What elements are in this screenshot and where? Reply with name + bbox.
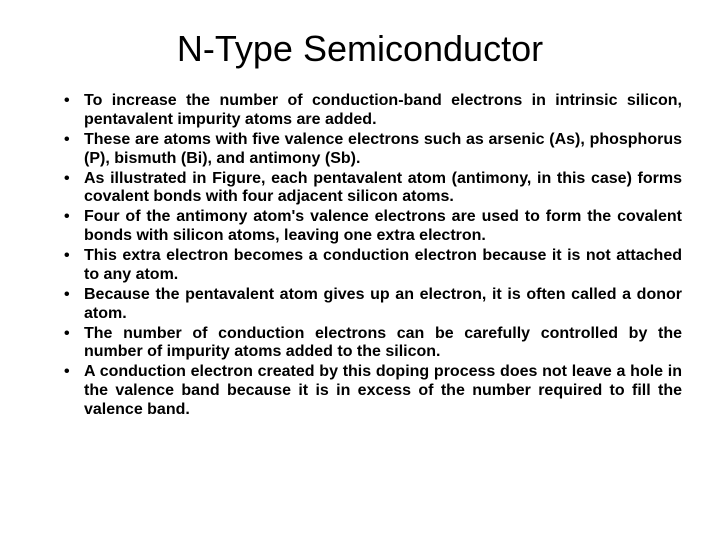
list-item: As illustrated in Figure, each pentavale… [64, 170, 682, 208]
list-item: The number of conduction electrons can b… [64, 325, 682, 363]
list-item: Because the pentavalent atom gives up an… [64, 286, 682, 324]
list-item: To increase the number of conduction-ban… [64, 92, 682, 130]
list-item: Four of the antimony atom's valence elec… [64, 208, 682, 246]
list-item: A conduction electron created by this do… [64, 363, 682, 420]
list-item: This extra electron becomes a conduction… [64, 247, 682, 285]
bullet-list: To increase the number of conduction-ban… [38, 92, 682, 420]
list-item: These are atoms with five valence electr… [64, 131, 682, 169]
slide-title: N-Type Semiconductor [38, 28, 682, 70]
